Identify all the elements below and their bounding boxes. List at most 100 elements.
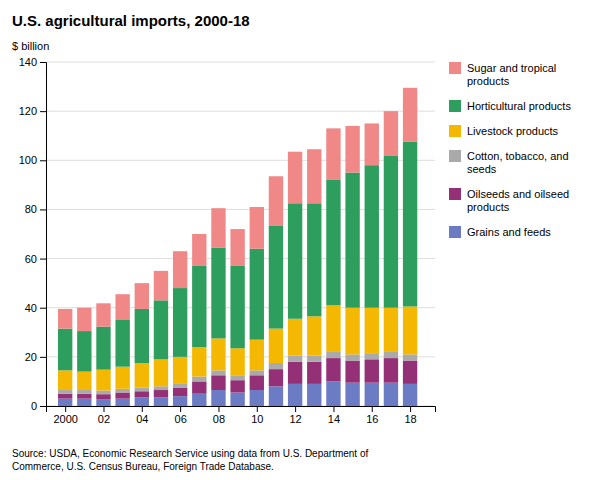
bar (135, 363, 149, 388)
bar (403, 384, 417, 406)
bar (96, 370, 110, 391)
bar (288, 152, 302, 204)
bar (365, 353, 379, 359)
bar (230, 392, 244, 406)
x-tick-mark (218, 406, 219, 412)
bar (326, 358, 340, 381)
bar (77, 308, 91, 331)
x-tick-label: 08 (213, 413, 225, 425)
bar (403, 361, 417, 384)
bar (135, 283, 149, 309)
bar (115, 294, 129, 320)
bar (307, 149, 321, 203)
bar (269, 176, 283, 225)
bar (173, 396, 187, 406)
legend-swatch (449, 125, 461, 137)
bar (77, 394, 91, 399)
bar (154, 397, 168, 406)
bar (230, 266, 244, 348)
bar (77, 372, 91, 390)
bar (384, 111, 398, 155)
bar (288, 362, 302, 384)
x-tick: 2000 (53, 406, 77, 425)
bar (384, 352, 398, 358)
x-tick-mark (295, 406, 296, 412)
legend-label: Livestock products (467, 125, 559, 137)
bar (154, 390, 168, 397)
bar (211, 390, 225, 406)
y-tick: 140 (19, 56, 46, 68)
bar (192, 266, 206, 347)
bar (135, 309, 149, 363)
bar (230, 229, 244, 266)
x-tick-mark (180, 406, 181, 412)
legend-label: Cotton, tobacco, andseeds (467, 150, 569, 175)
bar (154, 359, 168, 386)
title: U.S. agricultural imports, 2000-18 (12, 12, 250, 29)
y-tick-label: 20 (25, 351, 37, 363)
bar (384, 308, 398, 352)
bar (326, 180, 340, 305)
y-tick-label: 120 (19, 105, 37, 117)
bar (58, 309, 72, 329)
y-axis: 020406080100120140 (19, 56, 47, 412)
bar (173, 251, 187, 288)
bar (211, 370, 225, 375)
y-tick-label: 60 (25, 253, 37, 265)
bar (77, 390, 91, 394)
y-tick: 120 (19, 105, 46, 117)
bar (326, 352, 340, 358)
chart: U.S. agricultural imports, 2000-18 $ bill… (0, 0, 600, 480)
bar (58, 390, 72, 394)
bar (365, 308, 379, 353)
y-tick-mark (40, 160, 46, 161)
y-tick-label: 100 (19, 154, 37, 166)
legend-item: Livestock products (449, 125, 559, 137)
y-tick: 40 (25, 302, 46, 314)
bar (192, 234, 206, 266)
bar (307, 316, 321, 355)
x-tick: 14 (328, 406, 340, 425)
bar (192, 381, 206, 393)
x-tick: 12 (289, 406, 301, 425)
bar (230, 375, 244, 380)
grid-line (46, 111, 435, 112)
bar (96, 303, 110, 326)
x-tick: 04 (136, 406, 148, 425)
bar (135, 397, 149, 406)
y-axis-label: $ billion (12, 40, 49, 52)
bar (365, 359, 379, 382)
bar-series (58, 142, 417, 372)
x-tick-label: 18 (404, 413, 416, 425)
bar (173, 388, 187, 397)
x-tick-label: 2000 (53, 413, 77, 425)
x-tick-label: 04 (136, 413, 148, 425)
bar (250, 390, 264, 406)
legend-swatch (449, 150, 461, 162)
bar (307, 203, 321, 316)
bar (250, 207, 264, 249)
bar (250, 249, 264, 340)
x-tick-label: 14 (328, 413, 340, 425)
legend: Sugar and tropicalproductsHorticultural … (449, 62, 571, 238)
plot: 2000020406081012141618020406080100120140 (19, 56, 436, 425)
bar (288, 319, 302, 356)
legend-swatch (449, 62, 461, 74)
bar (154, 271, 168, 300)
y-tick-label: 0 (31, 400, 37, 412)
bar (288, 203, 302, 318)
x-tick-mark (65, 406, 66, 412)
bar (365, 383, 379, 406)
x-tick-mark (410, 406, 411, 412)
bar (115, 320, 129, 367)
legend-label: Oilseeds and oilseedproducts (467, 188, 569, 213)
y-tick: 20 (25, 351, 46, 363)
bar (250, 340, 264, 371)
grid-line (46, 62, 435, 63)
bar (58, 329, 72, 371)
bar (77, 399, 91, 406)
x-axis-line (47, 407, 436, 413)
legend-item: Sugar and tropicalproducts (449, 62, 556, 87)
bar (58, 399, 72, 406)
x-tick: 18 (404, 406, 416, 425)
